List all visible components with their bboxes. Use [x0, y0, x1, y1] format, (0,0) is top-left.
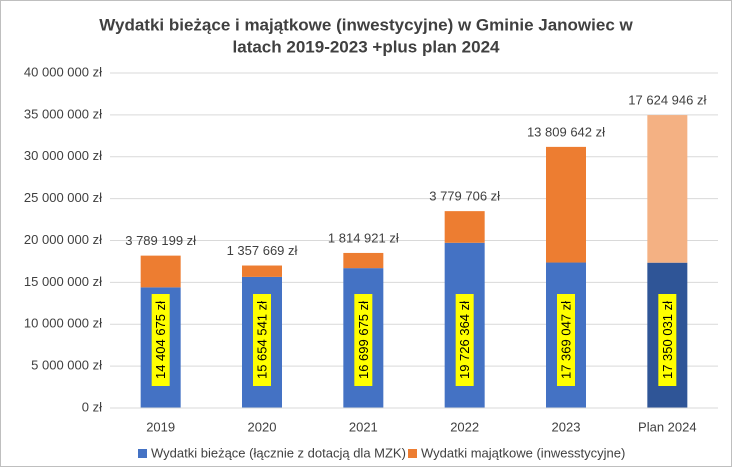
data-label: 17 624 946 zł: [628, 93, 706, 108]
data-label: 14 404 675 zł: [153, 301, 168, 379]
x-tick-label: 2019: [146, 419, 175, 434]
legend-label: Wydatki bieżące (łącznie z dotacją dla M…: [151, 445, 406, 460]
data-label: 3 789 199 zł: [125, 233, 196, 248]
x-tick-label: 2020: [248, 419, 277, 434]
data-label: 13 809 642 zł: [527, 124, 605, 139]
data-label-group: 17 350 031 zł: [658, 294, 677, 386]
y-tick-label: 5 000 000 zł: [31, 358, 102, 373]
x-tick-label: 2021: [349, 419, 378, 434]
data-label: 3 779 706 zł: [429, 189, 500, 204]
y-tick-label: 20 000 000 zł: [24, 232, 102, 247]
data-label: 1 357 669 zł: [227, 243, 298, 258]
data-label-background: [658, 294, 677, 386]
data-label: 15 654 541 zł: [254, 301, 269, 379]
x-tick-label: 2022: [450, 419, 479, 434]
y-tick-label: 10 000 000 zł: [24, 316, 102, 331]
bar-segment: [140, 255, 181, 288]
y-tick-label: 30 000 000 zł: [24, 148, 102, 163]
data-label-background: [151, 294, 170, 386]
y-tick-label: 40 000 000 zł: [24, 64, 102, 79]
bar-segment: [444, 211, 485, 243]
bar-segment: [242, 265, 282, 277]
bar-segment: [343, 252, 384, 269]
data-label: 17 369 047 zł: [558, 301, 573, 379]
data-label-background: [455, 294, 474, 386]
legend-swatch: [408, 449, 417, 458]
y-tick-label: 35 000 000 zł: [24, 106, 102, 121]
chart-title: Wydatki bieżące i majątkowe (inwestycyjn…: [99, 15, 633, 34]
data-label-group: 16 699 675 zł: [354, 294, 373, 386]
data-label: 1 814 921 zł: [328, 230, 399, 245]
data-label-group: 17 369 047 zł: [557, 294, 575, 386]
x-tick-label: 2023: [552, 419, 581, 434]
data-label-group: 19 726 364 zł: [455, 294, 474, 386]
legend-swatch: [138, 449, 147, 458]
chart-title: latach 2019-2023 +plus plan 2024: [233, 37, 501, 56]
legend-label: Wydatki majątkowe (inwesstycyjne): [421, 445, 625, 460]
x-tick-label: Plan 2024: [638, 419, 697, 434]
bar-segment: [546, 146, 586, 263]
data-label: 17 350 031 zł: [660, 301, 675, 379]
data-label-background: [354, 294, 373, 386]
data-label: 16 699 675 zł: [356, 301, 371, 379]
y-tick-label: 15 000 000 zł: [24, 274, 102, 289]
y-tick-label: 0 zł: [82, 399, 102, 414]
data-label: 19 726 364 zł: [457, 301, 472, 379]
data-label-group: 14 404 675 zł: [151, 294, 170, 386]
data-label-group: 15 654 541 zł: [253, 294, 271, 386]
data-label-background: [253, 294, 271, 386]
y-tick-label: 25 000 000 zł: [24, 190, 102, 205]
data-label-background: [557, 294, 575, 386]
bar-segment: [647, 115, 688, 263]
